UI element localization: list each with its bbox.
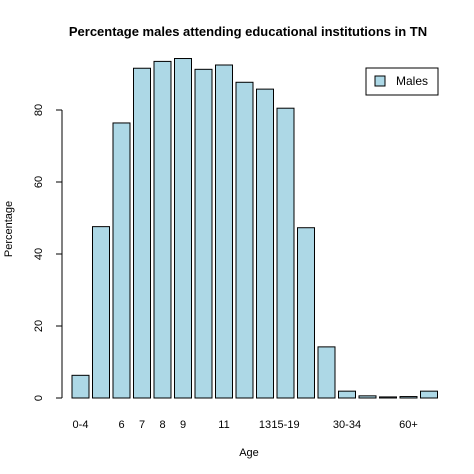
- y-tick-label: 20: [33, 320, 45, 332]
- x-tick-label: 0-4: [73, 419, 89, 431]
- bar-20-24: [297, 227, 315, 399]
- x-tick-label: 9: [180, 419, 186, 431]
- y-tick-label: 80: [33, 104, 45, 116]
- legend-swatch-males: [374, 75, 386, 87]
- y-tick-label: 40: [33, 248, 45, 260]
- x-tick-label: 6: [118, 419, 124, 431]
- chart-title: Percentage males attending educational i…: [69, 24, 427, 39]
- x-tick-label: 13: [259, 419, 271, 431]
- x-axis-tick-labels: 0-4 6 7 8 9 11 13 15-19 30-34 60+: [73, 419, 418, 431]
- x-tick-label: 60+: [399, 419, 418, 431]
- legend-label-males: Males: [396, 74, 428, 88]
- bar-15-19: [276, 107, 295, 399]
- bar-9: [174, 58, 192, 399]
- y-axis: 0 20 40 60 80: [33, 104, 63, 401]
- bar-13: [256, 88, 274, 399]
- bars-group: [71, 58, 438, 399]
- bar-age-not-stated: [420, 390, 438, 399]
- bar-40-44: [379, 396, 397, 399]
- bar-10: [194, 68, 213, 399]
- bar-7: [133, 67, 151, 399]
- bar-11: [215, 64, 233, 399]
- x-tick-label: 30-34: [333, 419, 361, 431]
- y-tick-label: 60: [33, 176, 45, 188]
- x-tick-label: 11: [218, 419, 229, 431]
- x-tick-label: 8: [159, 419, 165, 431]
- legend: Males: [365, 67, 439, 96]
- x-tick-label: 7: [139, 419, 145, 431]
- x-tick-label: 15-19: [271, 419, 299, 431]
- bar-25-29: [317, 346, 336, 399]
- bar-35-39: [358, 395, 377, 399]
- bar-6: [112, 122, 131, 399]
- bar-0-4: [71, 374, 90, 399]
- x-axis-label: Age: [239, 447, 259, 459]
- bar-5: [92, 226, 110, 399]
- bar-8: [153, 60, 172, 399]
- bar-12: [235, 81, 254, 399]
- bar-30-34: [338, 390, 356, 399]
- y-tick-label: 0: [33, 395, 45, 401]
- y-axis-label: Percentage: [3, 201, 15, 257]
- bar-60-: [399, 396, 418, 399]
